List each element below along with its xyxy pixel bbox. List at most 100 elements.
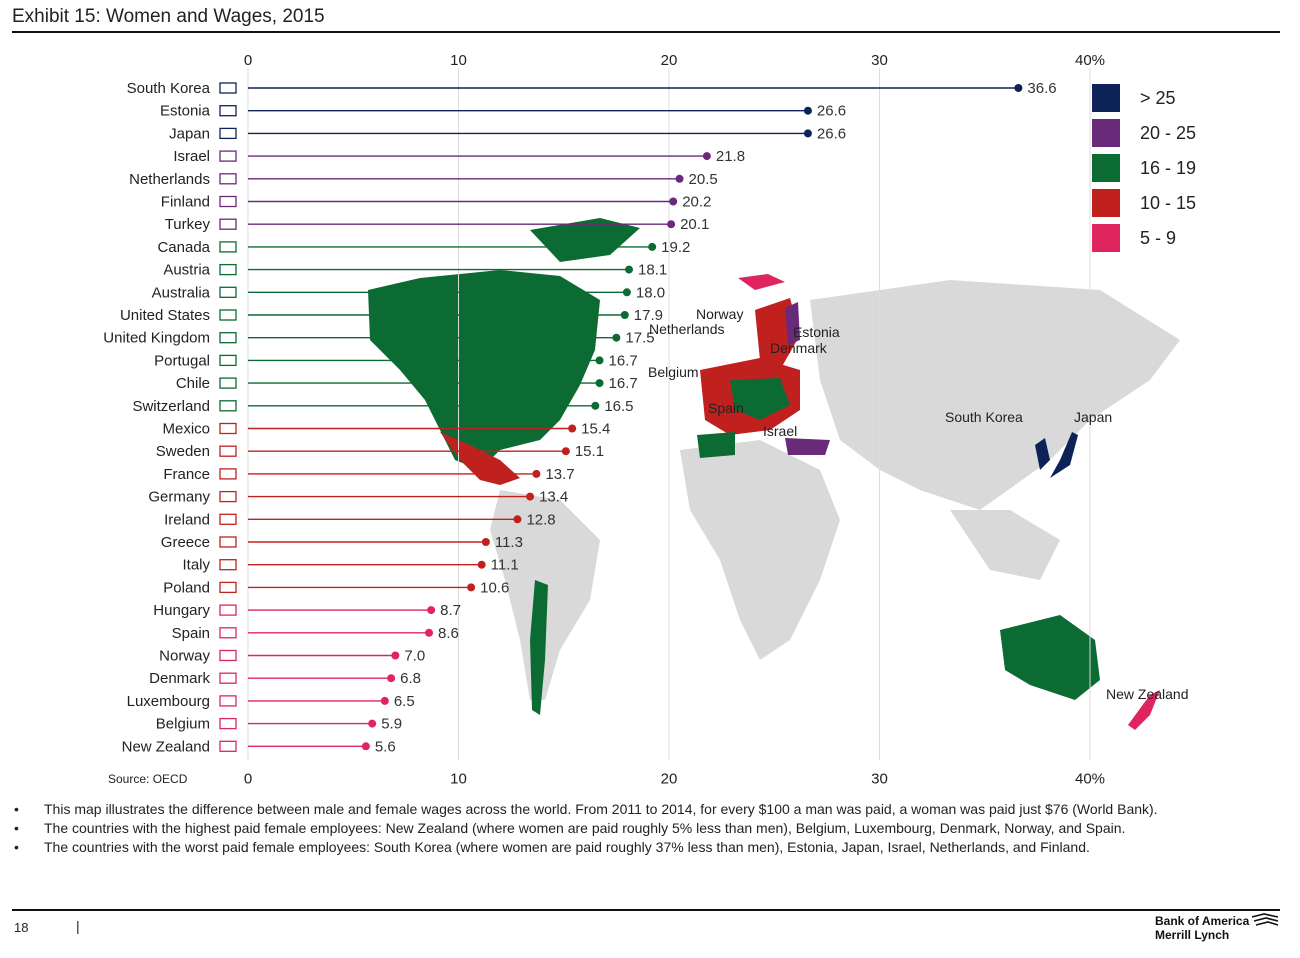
value-label: 17.9 <box>634 307 663 324</box>
flag-icon <box>219 695 237 707</box>
legend-swatch <box>1092 84 1120 112</box>
lollipop-dot <box>425 628 434 637</box>
lollipop-dot <box>387 674 396 683</box>
legend-swatch <box>1092 224 1120 252</box>
legend-label: 5 - 9 <box>1140 228 1177 248</box>
country-label: Netherlands <box>129 171 210 188</box>
value-label: 20.1 <box>680 216 709 233</box>
chart-marks <box>219 82 1023 752</box>
country-label: Italy <box>182 557 210 574</box>
value-label: 17.5 <box>625 330 654 347</box>
source-note: Source: OECD <box>108 772 188 786</box>
map-greenland <box>530 218 640 262</box>
map-country-label: Belgium <box>648 364 699 380</box>
flag-icon <box>219 195 237 208</box>
bullet-icon: • <box>14 801 19 817</box>
brand-logo: Bank of America Merrill Lynch <box>1155 914 1249 942</box>
flag-icon <box>219 218 237 230</box>
map-australia <box>1000 615 1100 700</box>
x-tick-label-bottom: 0 <box>244 770 252 785</box>
value-label: 13.4 <box>539 489 568 506</box>
legend-swatch <box>1092 154 1120 182</box>
x-tick-label-top: 20 <box>661 52 678 69</box>
lollipop-dot <box>467 583 476 592</box>
flag-icon <box>219 604 237 616</box>
map-japan <box>1050 432 1078 478</box>
flag-icon <box>219 581 237 594</box>
flag-icon <box>219 513 237 525</box>
lollipop-dot <box>481 538 490 546</box>
flag-icon <box>219 559 237 571</box>
flag-icon <box>219 354 237 367</box>
chart-grid <box>247 68 1091 761</box>
value-label: 18.1 <box>638 262 667 279</box>
lollipop-dot <box>368 719 377 728</box>
x-tick-label-top: 30 <box>871 52 888 69</box>
value-label: 18.0 <box>636 284 665 301</box>
legend-label: 16 - 19 <box>1140 158 1197 178</box>
flag-icon <box>219 445 237 457</box>
notes-list: • This map illustrates the difference bet… <box>10 800 1260 857</box>
world-map <box>368 218 1180 730</box>
note-text: The countries with the highest paid fema… <box>44 820 1126 836</box>
map-korea <box>1035 438 1050 470</box>
flag-logo-icon <box>1251 913 1279 926</box>
value-label: 19.2 <box>661 239 690 256</box>
note-text: This map illustrates the difference betw… <box>44 801 1158 817</box>
map-country-label: Israel <box>763 423 797 439</box>
country-label: Spain <box>172 625 210 642</box>
flag-icon <box>219 536 237 548</box>
map-country-label: Japan <box>1074 409 1112 425</box>
country-label: Israel <box>173 148 210 165</box>
value-label: 8.6 <box>438 625 459 642</box>
flag-icon <box>219 672 237 684</box>
country-label: Mexico <box>162 421 210 438</box>
x-tick-label-top: 0 <box>244 52 252 69</box>
value-label: 15.1 <box>575 443 604 460</box>
legend-swatch <box>1092 119 1120 147</box>
map-se-asia <box>950 510 1060 580</box>
bullet-icon: • <box>14 839 19 855</box>
value-label: 6.8 <box>400 670 421 687</box>
lollipop-dot <box>427 606 436 615</box>
map-finland <box>785 302 800 345</box>
flag-icon <box>219 150 237 162</box>
flag-icon <box>219 286 237 298</box>
value-label: 8.7 <box>440 602 461 619</box>
legend-item: 10 - 15 <box>1092 189 1232 219</box>
map-africa <box>680 440 840 660</box>
legend-item: > 25 <box>1092 84 1232 114</box>
country-label: Sweden <box>156 443 210 460</box>
country-label: New Zealand <box>122 738 210 755</box>
lollipop-dot <box>595 356 604 365</box>
country-label: Australia <box>152 284 211 301</box>
map-country-label: Estonia <box>793 324 840 340</box>
country-label: France <box>163 466 210 483</box>
lollipop-dot <box>622 288 631 297</box>
x-tick-label-bottom: 20 <box>661 770 678 785</box>
country-label: South Korea <box>127 80 211 97</box>
lollipop-dot <box>391 651 400 660</box>
value-label: 11.3 <box>495 534 523 551</box>
note-text: The countries with the worst paid female… <box>44 839 1090 855</box>
value-label: 26.6 <box>817 103 846 120</box>
x-tick-label-top: 10 <box>450 52 467 69</box>
value-label: 20.5 <box>689 171 718 188</box>
flag-icon <box>219 127 237 140</box>
bullet-icon: • <box>14 820 19 836</box>
note-item: • The countries with the worst paid femal… <box>10 838 1260 857</box>
legend-swatch <box>1092 189 1120 217</box>
lollipop-dot <box>702 152 711 161</box>
lollipop-dot <box>591 401 600 410</box>
value-label: 36.6 <box>1027 80 1056 97</box>
map-new-zealand <box>1128 690 1160 730</box>
country-label: Hungary <box>153 602 210 619</box>
x-tick-label-bottom: 30 <box>871 770 888 785</box>
lollipop-dot <box>803 106 812 115</box>
flag-icon <box>219 627 237 639</box>
x-tick-label-bottom: 40% <box>1075 770 1105 785</box>
lollipop-dot <box>513 515 522 524</box>
legend-label: 20 - 25 <box>1140 123 1197 143</box>
country-label: Belgium <box>156 716 210 733</box>
